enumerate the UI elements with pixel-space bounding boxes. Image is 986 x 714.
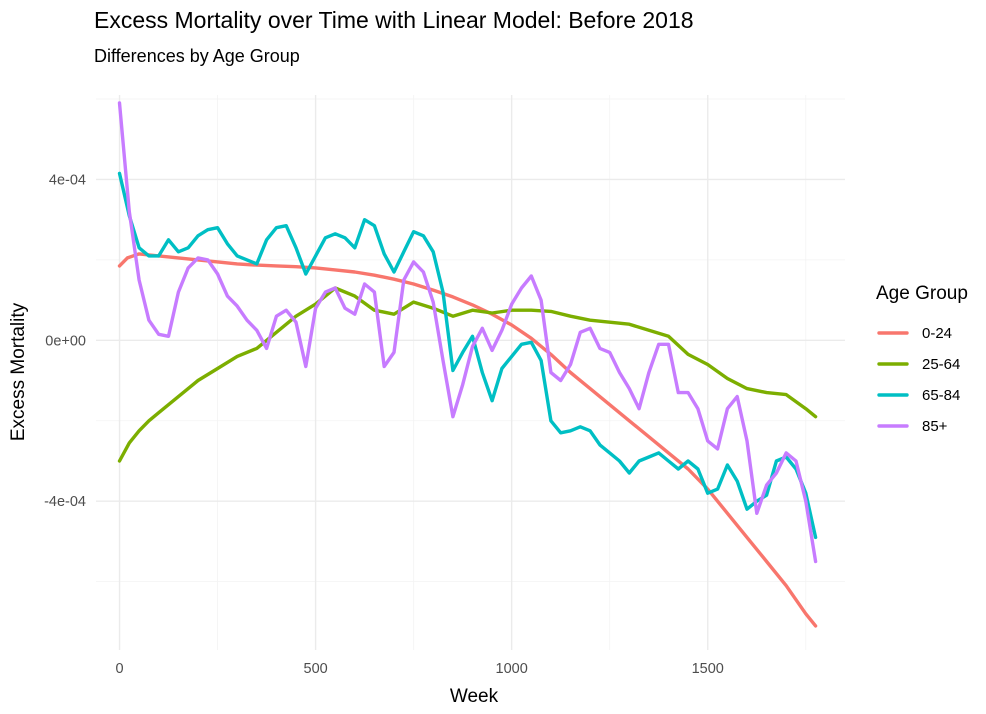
legend-label: 25-64	[922, 356, 960, 373]
legend: Age Group 0-24 25-64 65-84 85+	[876, 283, 968, 435]
y-tick-label: 0e+00	[45, 333, 86, 349]
y-tick-label: -4e-04	[44, 494, 86, 510]
x-tick-label: 500	[304, 661, 328, 677]
chart-title: Excess Mortality over Time with Linear M…	[94, 7, 694, 33]
legend-title: Age Group	[876, 283, 968, 304]
legend-label: 85+	[922, 418, 948, 435]
chart-subtitle: Differences by Age Group	[94, 46, 300, 66]
x-tick-label: 1500	[692, 661, 724, 677]
x-tick-label: 1000	[496, 661, 528, 677]
series-line-25-64	[117, 286, 818, 463]
series-line-85+	[117, 101, 818, 564]
y-tick-label: 4e-04	[49, 172, 86, 188]
series-lines	[117, 101, 818, 628]
x-axis-ticks: 0 500 1000 1500	[115, 661, 723, 677]
legend-label: 65-84	[922, 387, 960, 404]
y-axis-ticks: -4e-04 0e+00 4e-04	[44, 172, 86, 510]
x-axis-title: Week	[450, 686, 499, 707]
legend-label: 0-24	[922, 325, 952, 342]
y-axis-title: Excess Mortality	[8, 302, 29, 441]
x-tick-label: 0	[115, 661, 123, 677]
series-line-65-84	[117, 171, 818, 540]
series-line-0-24	[117, 252, 818, 628]
